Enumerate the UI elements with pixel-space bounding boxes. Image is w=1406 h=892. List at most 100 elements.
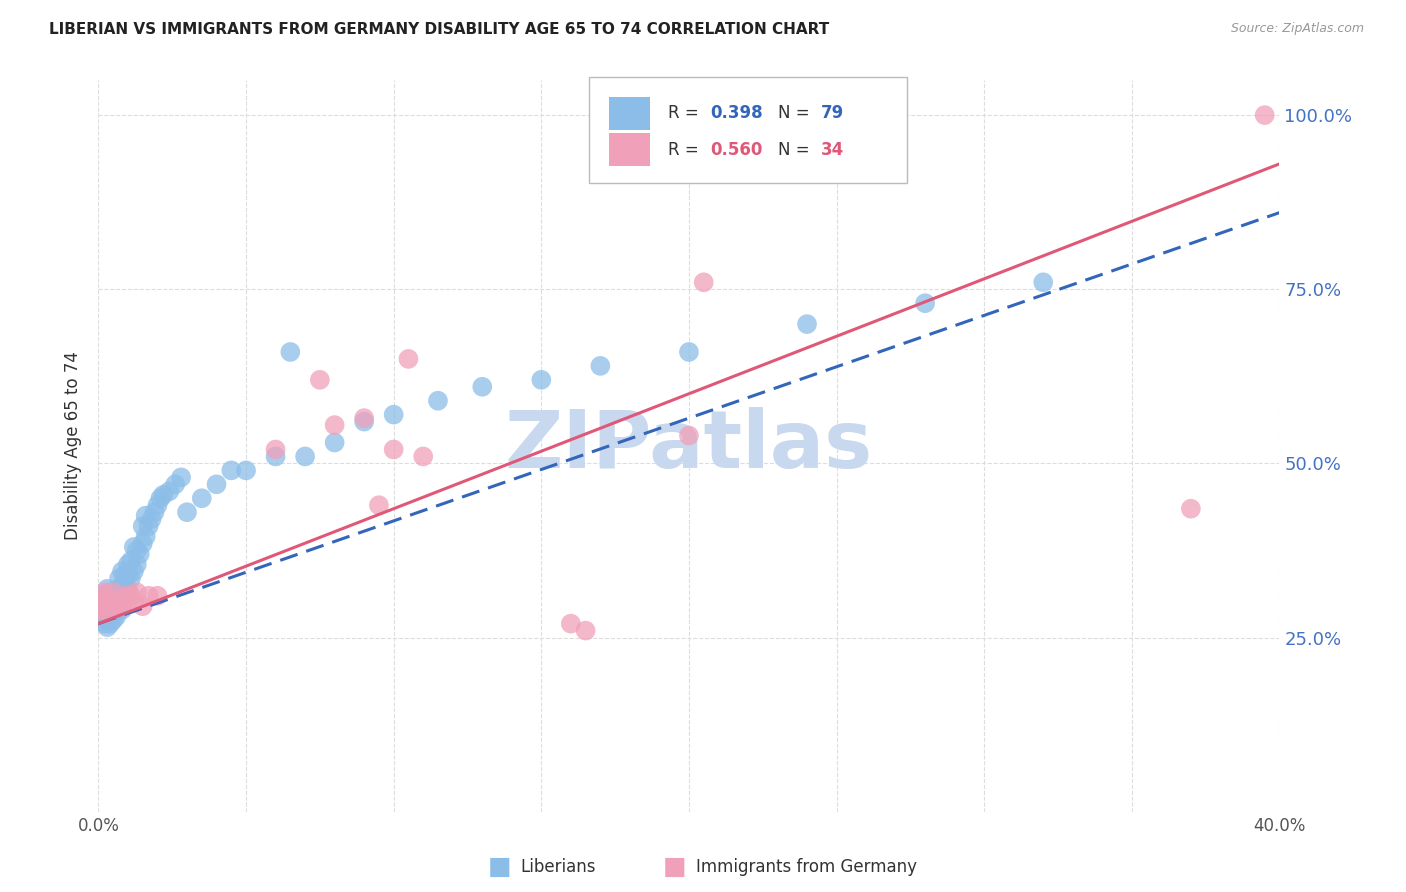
Point xyxy=(90,606,112,620)
Point xyxy=(93,603,115,617)
Point xyxy=(105,603,128,617)
Point xyxy=(120,571,142,585)
Text: 0.398: 0.398 xyxy=(710,104,763,122)
Point xyxy=(138,589,160,603)
Text: N =: N = xyxy=(778,104,814,122)
Point xyxy=(368,498,391,512)
Point xyxy=(412,450,434,464)
Point xyxy=(111,599,134,614)
Point xyxy=(103,589,125,603)
Point xyxy=(117,558,139,572)
Point xyxy=(170,470,193,484)
Text: 0.560: 0.560 xyxy=(710,141,762,159)
Point xyxy=(235,463,257,477)
Point xyxy=(117,567,139,582)
Point xyxy=(90,589,112,603)
Point xyxy=(914,296,936,310)
Point xyxy=(141,512,163,526)
Point xyxy=(135,530,157,544)
Point xyxy=(108,582,131,596)
Text: LIBERIAN VS IMMIGRANTS FROM GERMANY DISABILITY AGE 65 TO 74 CORRELATION CHART: LIBERIAN VS IMMIGRANTS FROM GERMANY DISA… xyxy=(49,22,830,37)
Point xyxy=(796,317,818,331)
Point xyxy=(90,599,112,614)
Point xyxy=(560,616,582,631)
Point xyxy=(98,616,121,631)
Point xyxy=(323,435,346,450)
Point xyxy=(530,373,553,387)
Point xyxy=(382,408,405,422)
Point xyxy=(105,585,128,599)
Text: R =: R = xyxy=(668,104,703,122)
Point xyxy=(138,519,160,533)
FancyBboxPatch shape xyxy=(589,77,907,183)
Point xyxy=(96,582,118,596)
Text: 79: 79 xyxy=(821,104,845,122)
Point xyxy=(125,585,148,599)
Text: ZIPatlas: ZIPatlas xyxy=(505,407,873,485)
Point xyxy=(96,606,118,620)
Point xyxy=(114,589,136,603)
Point xyxy=(128,547,150,561)
Point xyxy=(122,596,145,610)
Point xyxy=(108,571,131,585)
Point xyxy=(353,411,375,425)
Point xyxy=(221,463,243,477)
Point xyxy=(111,603,134,617)
Point xyxy=(146,589,169,603)
FancyBboxPatch shape xyxy=(609,96,650,129)
Point xyxy=(93,585,115,599)
Text: N =: N = xyxy=(778,141,814,159)
Point xyxy=(191,491,214,506)
Point xyxy=(96,599,118,614)
Text: 34: 34 xyxy=(821,141,845,159)
FancyBboxPatch shape xyxy=(609,133,650,166)
Point xyxy=(96,592,118,607)
Point xyxy=(96,592,118,607)
Point xyxy=(471,380,494,394)
Point xyxy=(105,609,128,624)
Point xyxy=(149,491,172,506)
Point xyxy=(93,599,115,614)
Point xyxy=(122,540,145,554)
Point xyxy=(96,613,118,627)
Point xyxy=(398,351,420,366)
Point xyxy=(152,488,174,502)
Point xyxy=(98,596,121,610)
Point xyxy=(1032,275,1054,289)
Point xyxy=(353,415,375,429)
Point xyxy=(280,345,302,359)
Text: Immigrants from Germany: Immigrants from Germany xyxy=(696,858,917,876)
Point xyxy=(93,589,115,603)
Point xyxy=(264,442,287,457)
Point xyxy=(103,606,125,620)
Point xyxy=(108,596,131,610)
Point xyxy=(589,359,612,373)
Point xyxy=(105,599,128,614)
Point xyxy=(108,596,131,610)
Point xyxy=(111,578,134,592)
Point xyxy=(132,519,155,533)
Point xyxy=(120,589,142,603)
Text: ■: ■ xyxy=(488,855,510,879)
Point xyxy=(1180,501,1202,516)
Point xyxy=(176,505,198,519)
Text: Liberians: Liberians xyxy=(520,858,596,876)
Point xyxy=(146,498,169,512)
Point xyxy=(309,373,332,387)
Point xyxy=(323,418,346,433)
Point xyxy=(575,624,598,638)
Point xyxy=(120,554,142,568)
Y-axis label: Disability Age 65 to 74: Disability Age 65 to 74 xyxy=(65,351,83,541)
Point xyxy=(1254,108,1277,122)
Point xyxy=(93,616,115,631)
Point xyxy=(117,592,139,607)
Point xyxy=(122,565,145,579)
Point xyxy=(98,585,121,599)
Point xyxy=(93,596,115,610)
Text: Source: ZipAtlas.com: Source: ZipAtlas.com xyxy=(1230,22,1364,36)
Point xyxy=(98,596,121,610)
Point xyxy=(125,558,148,572)
Point xyxy=(103,613,125,627)
Point xyxy=(135,508,157,523)
Text: R =: R = xyxy=(668,141,703,159)
